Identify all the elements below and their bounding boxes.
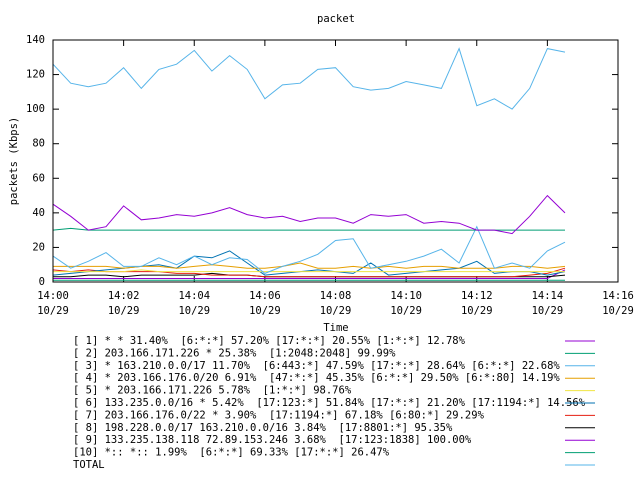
x-tick-date: 10/29	[178, 305, 210, 317]
legend-label: [ 9] 133.235.138.118 72.89.153.246 3.68%…	[73, 434, 472, 446]
legend-label: [ 3] * 163.210.0.0/17 11.70% [6:443:*] 4…	[73, 360, 560, 372]
y-axis-label: packets (Kbps)	[8, 117, 20, 206]
legend-label: [ 6] 133.235.0.0/16 * 5.42% [17:123:*] 5…	[73, 397, 586, 409]
x-tick-label: 14:02	[108, 290, 140, 302]
y-tick-label: 0	[39, 276, 45, 288]
series-line	[52, 267, 566, 278]
legend-label: [ 2] 203.166.171.226 * 25.38% [1:2048:20…	[73, 347, 396, 359]
plot-border	[52, 39, 619, 283]
legend-label: [ 4] * 203.166.176.0/20 6.91% [47:*:*] 4…	[73, 372, 560, 384]
x-tick-date: 10/29	[108, 305, 140, 317]
x-tick-label: 14:04	[178, 290, 210, 302]
x-tick-date: 10/29	[320, 305, 352, 317]
y-tick-label: 40	[32, 207, 45, 219]
series-line	[52, 194, 566, 235]
x-tick-date: 10/29	[37, 305, 69, 317]
y-tick-label: 20	[32, 241, 45, 253]
legend-label: [ 1] * * 31.40% [6:*:*] 57.20% [17:*:*] …	[73, 335, 466, 347]
x-tick-label: 14:06	[249, 290, 281, 302]
x-tick-label: 14:08	[320, 290, 352, 302]
legend-label: [ 8] 198.228.0.0/17 163.210.0.0/16 3.84%…	[73, 422, 453, 434]
x-tick-label: 14:10	[390, 290, 422, 302]
series-line	[52, 47, 566, 110]
legend-label: [10] *:: *:: 1.99% [6:*:*] 69.33% [17:*:…	[73, 447, 390, 459]
x-tick-label: 14:00	[37, 290, 69, 302]
y-tick-label: 60	[32, 172, 45, 184]
series-line	[52, 225, 566, 274]
x-tick-label: 14:12	[461, 290, 493, 302]
y-tick-label: 120	[26, 69, 45, 81]
y-tick-label: 140	[26, 34, 45, 46]
legend-label: [ 5] * 203.166.171.226 5.78% [1:*:*] 98.…	[73, 385, 352, 397]
x-tick-label: 14:16	[602, 290, 634, 302]
legend-label: [ 7] 203.166.176.0/22 * 3.90% [17:1194:*…	[73, 409, 485, 421]
x-axis-label: Time	[323, 322, 348, 334]
y-tick-label: 80	[32, 138, 45, 150]
x-tick-date: 10/29	[532, 305, 564, 317]
chart-title: packet	[317, 13, 355, 25]
x-tick-date: 10/29	[461, 305, 493, 317]
x-tick-date: 10/29	[602, 305, 634, 317]
legend-label: TOTAL	[73, 459, 105, 471]
y-tick-label: 100	[26, 103, 45, 115]
series-line	[53, 269, 566, 279]
x-tick-label: 14:14	[532, 290, 564, 302]
series-line	[53, 269, 565, 273]
x-tick-date: 10/29	[390, 305, 422, 317]
x-tick-date: 10/29	[249, 305, 281, 317]
